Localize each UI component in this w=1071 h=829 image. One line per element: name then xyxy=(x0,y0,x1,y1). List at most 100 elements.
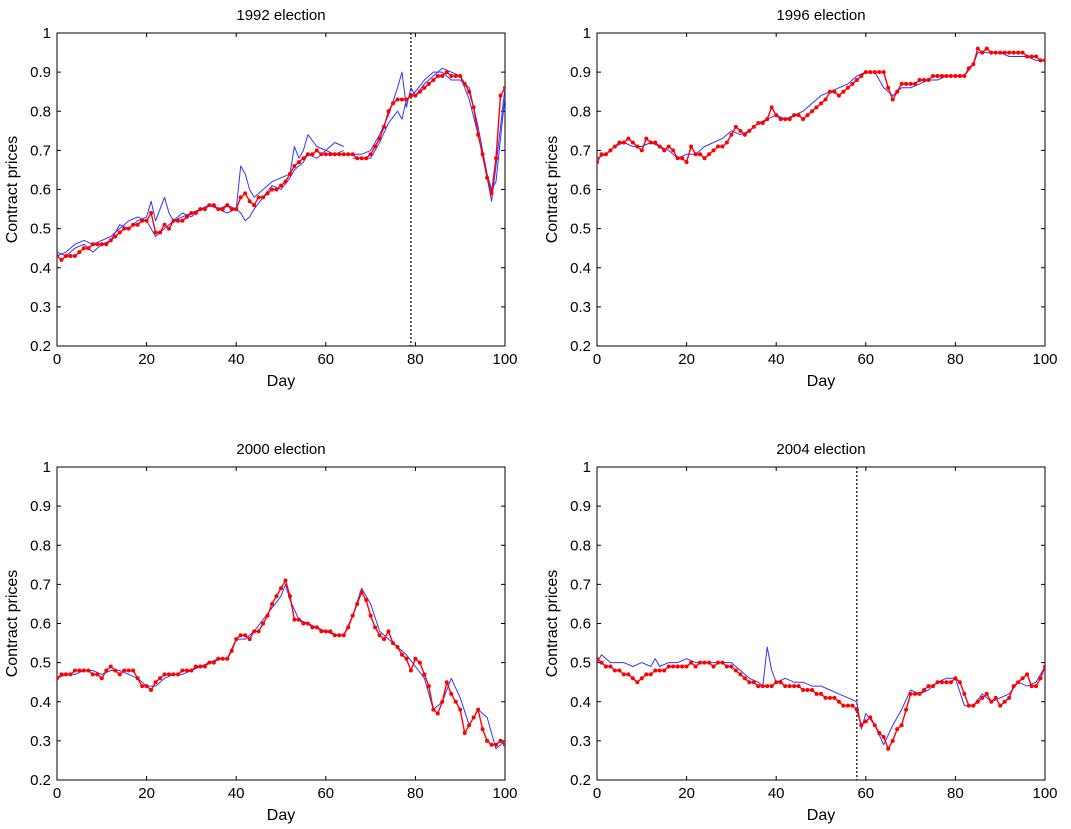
data-point xyxy=(86,668,91,673)
x-tick-label: 60 xyxy=(857,785,874,802)
data-point xyxy=(666,144,671,149)
data-point xyxy=(1038,676,1043,681)
data-point xyxy=(287,594,292,599)
data-point xyxy=(359,156,364,161)
data-point xyxy=(328,629,333,634)
data-point xyxy=(1020,676,1025,681)
data-point xyxy=(332,152,337,157)
data-point xyxy=(95,672,100,677)
data-point xyxy=(868,715,873,720)
data-point xyxy=(733,668,738,673)
data-point xyxy=(998,50,1003,55)
data-point xyxy=(256,629,261,634)
data-point xyxy=(827,695,832,700)
y-tick-label: 0.5 xyxy=(30,655,51,672)
data-point xyxy=(458,74,463,79)
data-point xyxy=(171,672,176,677)
y-tick-label: 0.3 xyxy=(570,733,591,750)
data-point xyxy=(247,637,252,642)
data-point xyxy=(386,629,391,634)
data-point xyxy=(648,140,653,145)
data-point xyxy=(440,74,445,79)
data-point xyxy=(319,152,324,157)
plot-area xyxy=(57,33,505,346)
data-point xyxy=(346,625,351,630)
data-point xyxy=(908,691,913,696)
data-point xyxy=(993,695,998,700)
y-tick-label: 0.4 xyxy=(570,260,591,277)
data-point xyxy=(612,144,617,149)
data-point xyxy=(355,601,360,606)
data-point xyxy=(368,152,373,157)
data-point xyxy=(503,742,505,747)
data-point xyxy=(657,144,662,149)
data-point xyxy=(283,179,288,184)
y-tick-label: 0.4 xyxy=(570,694,591,711)
data-point xyxy=(332,633,337,638)
x-tick-label: 0 xyxy=(593,785,601,802)
data-point xyxy=(597,656,599,661)
data-point xyxy=(453,699,458,704)
data-point xyxy=(854,707,859,712)
data-point xyxy=(63,672,68,677)
data-point xyxy=(220,656,225,661)
data-point xyxy=(355,156,360,161)
data-point xyxy=(131,222,136,227)
data-point xyxy=(989,50,994,55)
x-tick-label: 20 xyxy=(678,785,695,802)
data-point xyxy=(180,668,185,673)
data-point xyxy=(1016,680,1021,685)
x-tick-label: 40 xyxy=(768,351,785,368)
data-point xyxy=(939,680,944,685)
data-point xyxy=(314,148,319,153)
data-point xyxy=(971,703,976,708)
subplot-2: 0 20 40 60 80 100 0.2 0.3 0.4 0.5 0.6 0.7 0.8 0.9 1 199… xyxy=(544,7,1058,390)
data-point xyxy=(238,195,243,200)
y-tick-label: 0.9 xyxy=(570,64,591,81)
data-point xyxy=(234,207,239,212)
data-point xyxy=(899,723,904,728)
data-point xyxy=(890,738,895,743)
data-point xyxy=(256,195,261,200)
data-point xyxy=(399,652,404,657)
data-point xyxy=(323,152,328,157)
data-point xyxy=(1038,58,1043,63)
data-point xyxy=(810,109,815,114)
data-point xyxy=(153,680,158,685)
data-point xyxy=(283,578,288,583)
data-point xyxy=(944,74,949,79)
data-point xyxy=(373,625,378,630)
data-point xyxy=(980,695,985,700)
data-point xyxy=(341,633,346,638)
x-tick-label: 100 xyxy=(1032,785,1057,802)
data-point xyxy=(957,680,962,685)
data-point xyxy=(671,148,676,153)
data-point xyxy=(877,70,882,75)
data-point xyxy=(868,70,873,75)
data-point xyxy=(158,676,163,681)
x-tick-label: 0 xyxy=(53,351,61,368)
y-tick-label: 0.3 xyxy=(570,299,591,316)
data-point xyxy=(684,160,689,165)
data-point xyxy=(993,50,998,55)
data-point xyxy=(81,246,86,251)
y-tick-label: 0.5 xyxy=(30,221,51,238)
data-point xyxy=(1011,684,1016,689)
data-point xyxy=(140,684,145,689)
data-point xyxy=(783,684,788,689)
y-tick-label: 0.6 xyxy=(30,182,51,199)
data-point xyxy=(234,637,239,642)
data-point xyxy=(503,85,505,90)
data-point xyxy=(630,140,635,145)
data-point xyxy=(485,738,490,743)
data-point xyxy=(863,719,868,724)
data-point xyxy=(823,97,828,102)
data-point xyxy=(189,210,194,215)
data-point xyxy=(675,664,680,669)
data-point xyxy=(729,664,734,669)
data-point xyxy=(621,140,626,145)
data-point xyxy=(711,148,716,153)
data-point xyxy=(489,742,494,747)
data-point xyxy=(404,97,409,102)
y-axis-label: Contract prices xyxy=(544,570,561,678)
